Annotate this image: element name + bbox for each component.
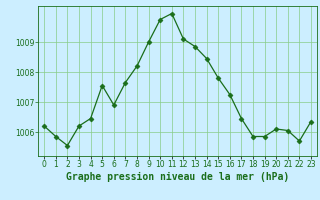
X-axis label: Graphe pression niveau de la mer (hPa): Graphe pression niveau de la mer (hPa) (66, 172, 289, 182)
